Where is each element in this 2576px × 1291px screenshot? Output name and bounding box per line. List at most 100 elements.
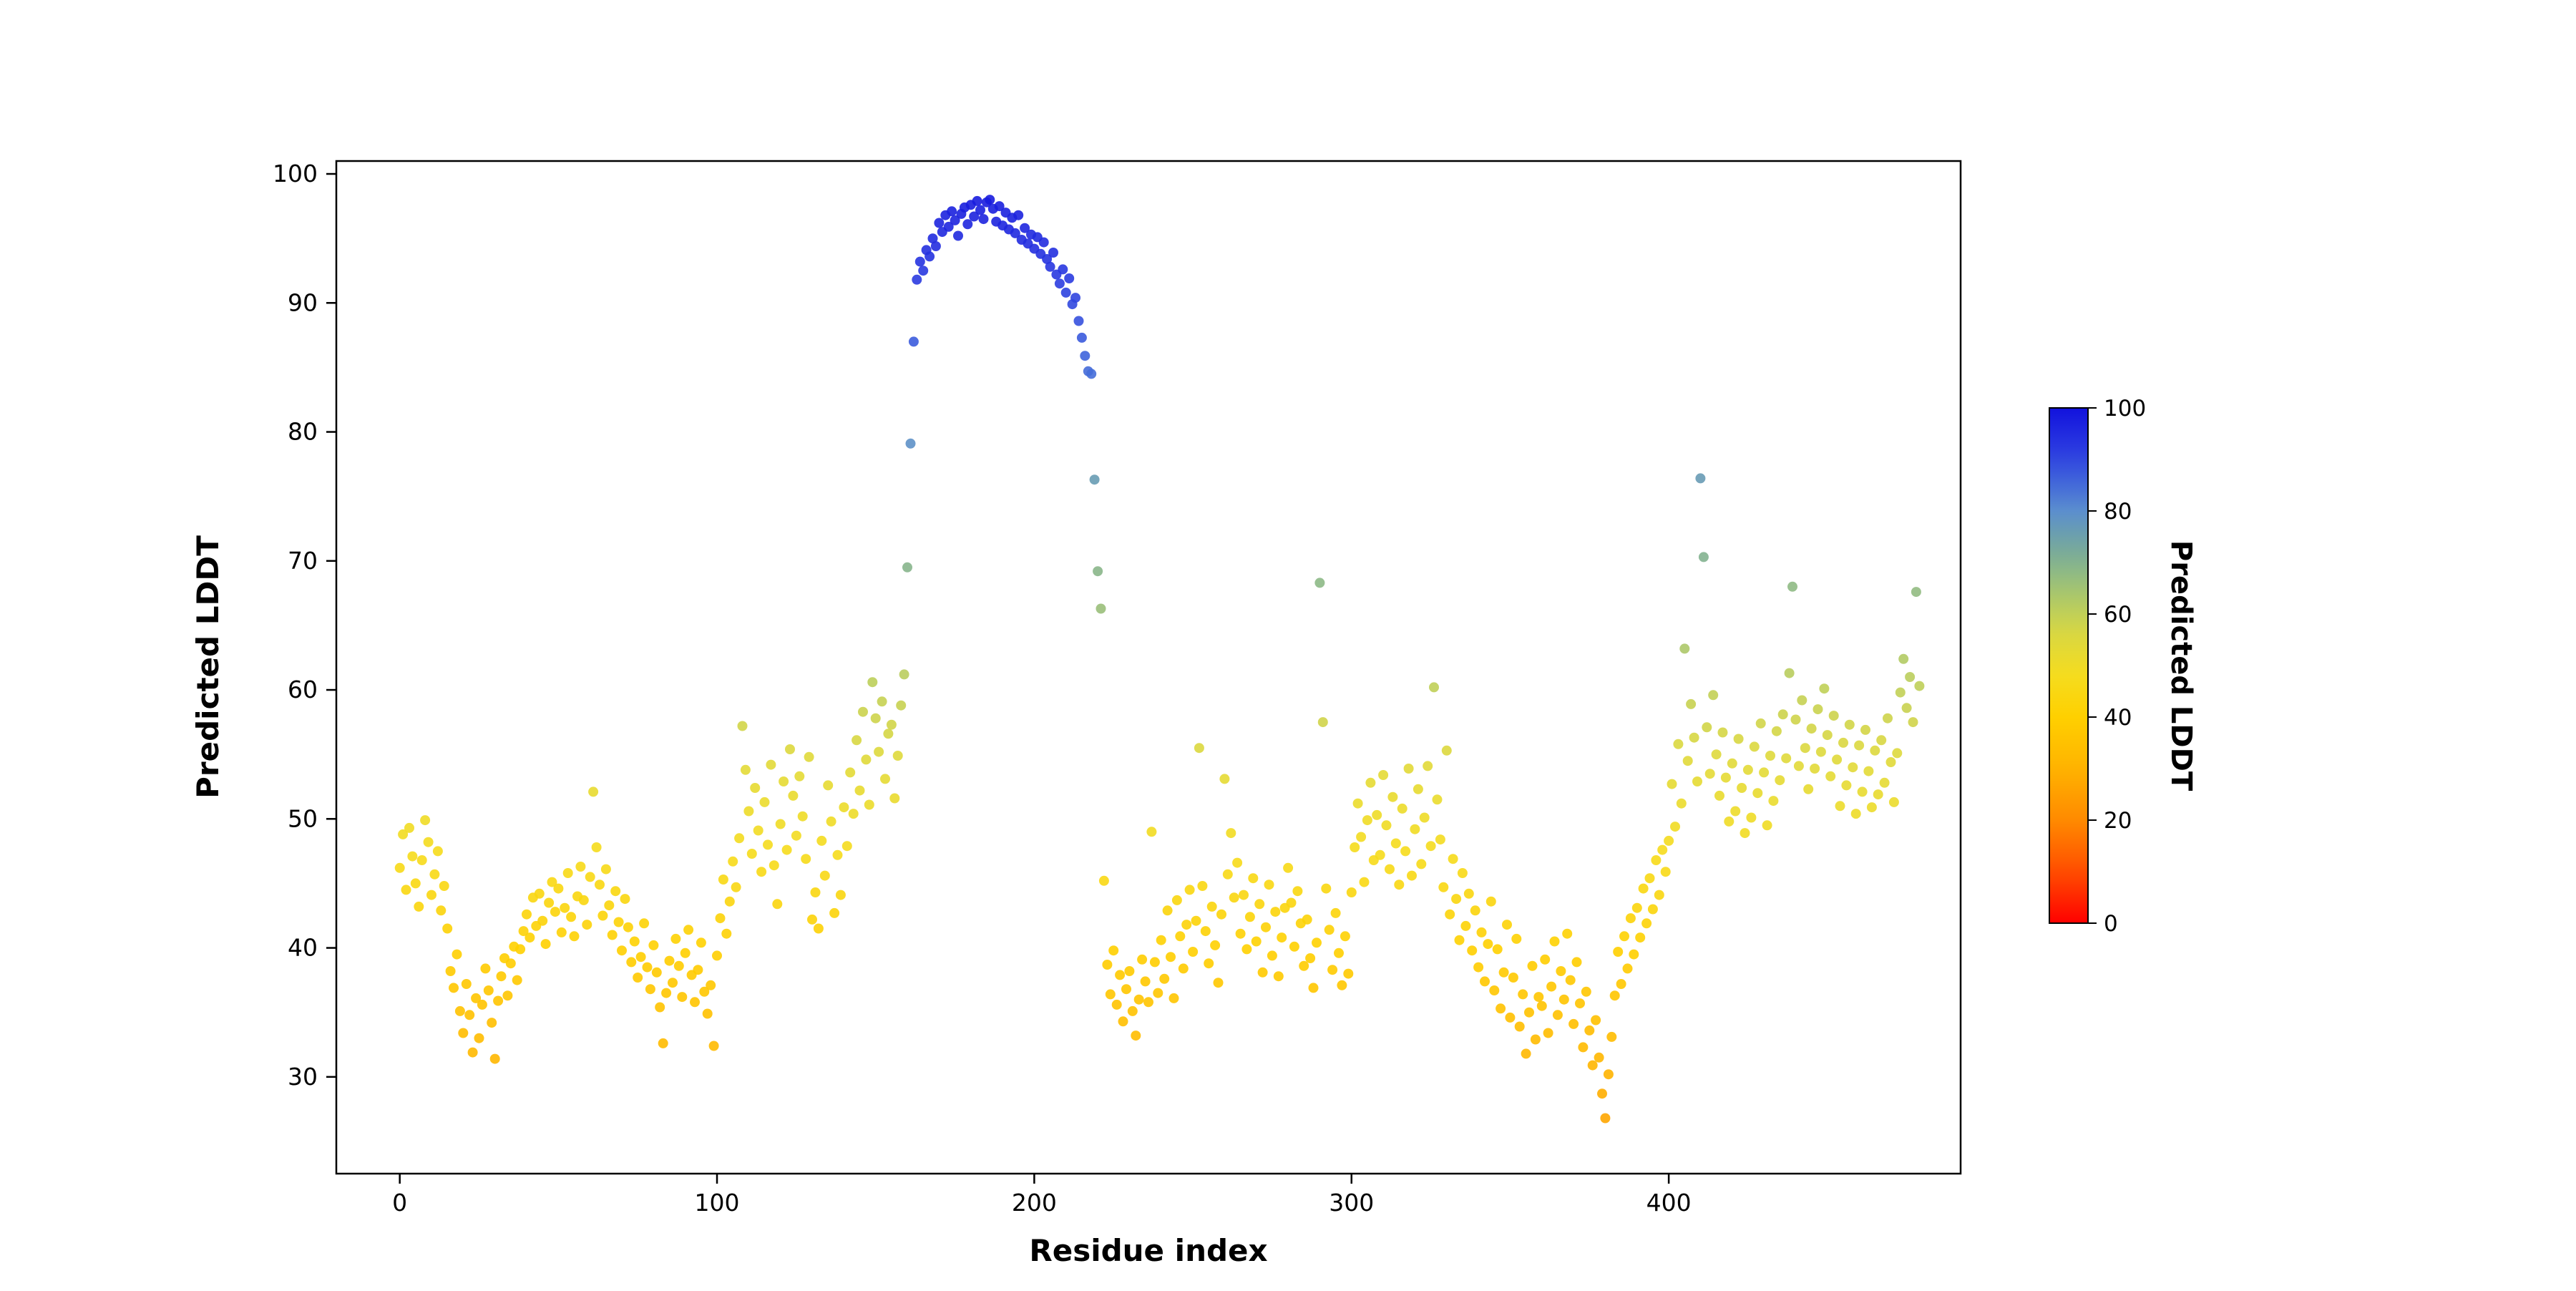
data-point [1312, 937, 1322, 948]
data-point [740, 764, 751, 775]
data-point [1695, 473, 1706, 484]
data-point [728, 856, 738, 867]
data-point [1682, 756, 1693, 766]
data-point [477, 999, 487, 1010]
data-point [829, 907, 840, 918]
data-point [1673, 739, 1684, 749]
data-point [690, 997, 700, 1008]
data-point [839, 802, 849, 813]
data-point [1289, 941, 1299, 952]
data-point [1340, 931, 1350, 942]
data-point [420, 815, 431, 826]
data-point [1108, 945, 1119, 956]
data-point [471, 993, 482, 1003]
data-point [715, 913, 726, 924]
data-point [1771, 726, 1782, 736]
data-point [1540, 954, 1551, 965]
data-point [1216, 909, 1226, 920]
data-point [1305, 953, 1316, 963]
data-point [883, 729, 894, 739]
data-point [708, 1041, 719, 1051]
data-point [1286, 897, 1297, 908]
data-point [1416, 859, 1427, 869]
data-point [683, 925, 694, 935]
data-point [1213, 978, 1224, 988]
data-point [1086, 369, 1097, 379]
data-point [845, 767, 856, 778]
data-point [1704, 769, 1715, 779]
data-point [1153, 988, 1163, 998]
colorbar-tick-label: 80 [2104, 499, 2132, 525]
data-point [896, 700, 907, 711]
data-point [1625, 913, 1636, 924]
data-point [1508, 973, 1518, 983]
data-point [651, 967, 662, 978]
data-point [1115, 970, 1126, 980]
data-point [496, 971, 507, 982]
data-point [1775, 775, 1785, 786]
data-point [1149, 957, 1160, 968]
data-point [1317, 717, 1328, 728]
data-point [1714, 790, 1724, 801]
data-point [1708, 690, 1719, 701]
data-point [1803, 784, 1814, 794]
data-point [1901, 703, 1912, 713]
data-point [899, 669, 909, 680]
data-point [1790, 714, 1801, 725]
data-point [985, 195, 995, 205]
y-tick-label: 70 [288, 547, 318, 575]
data-point [1429, 682, 1439, 693]
data-point [1451, 894, 1462, 905]
data-point [680, 947, 691, 958]
data-point [1498, 967, 1509, 978]
data-point [436, 905, 447, 916]
data-point [750, 783, 761, 793]
data-point [1264, 880, 1274, 890]
data-point [1387, 791, 1398, 802]
data-point [1832, 754, 1843, 765]
data-point [502, 990, 513, 1001]
data-point [1793, 761, 1804, 771]
data-point [1657, 844, 1668, 855]
data-point [1556, 966, 1566, 976]
data-point [696, 937, 706, 948]
data-point [414, 901, 424, 912]
data-point [1670, 822, 1680, 832]
data-point [1518, 989, 1528, 1000]
data-point [1686, 698, 1697, 709]
data-point [1562, 928, 1573, 939]
data-point [1194, 743, 1204, 754]
data-point [1410, 824, 1420, 834]
data-point [1244, 912, 1255, 922]
data-point [423, 837, 434, 847]
data-point [575, 862, 586, 872]
data-point [1334, 947, 1344, 958]
data-point [607, 930, 618, 940]
data-point [1514, 1021, 1525, 1032]
data-point [854, 785, 865, 796]
data-point [1102, 960, 1113, 970]
data-point [769, 860, 779, 871]
data-point [1702, 722, 1712, 733]
data-point [1261, 922, 1271, 932]
data-point [1777, 709, 1788, 720]
data-point [1733, 734, 1744, 744]
data-point [1597, 1088, 1607, 1099]
colorbar-tick-label: 100 [2104, 396, 2146, 422]
data-point [1162, 905, 1173, 916]
data-point [582, 920, 592, 930]
data-point [668, 978, 678, 988]
data-point [1815, 746, 1826, 757]
data-point [813, 923, 824, 934]
data-point [743, 806, 754, 817]
data-point [801, 854, 811, 864]
data-point [1651, 855, 1662, 865]
data-point [610, 886, 621, 897]
data-point [1229, 892, 1239, 903]
data-point [1740, 828, 1750, 839]
colorbar-tick-label: 0 [2104, 911, 2118, 937]
data-point [1010, 228, 1020, 238]
data-point [1888, 796, 1899, 807]
data-point [1692, 776, 1702, 786]
data-point [1432, 794, 1443, 805]
